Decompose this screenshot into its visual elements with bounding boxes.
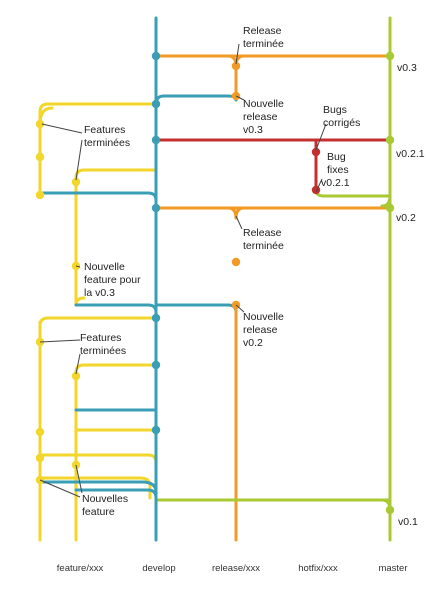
master-commit (385, 135, 395, 145)
release-02-merge-dev (226, 206, 238, 220)
annotation-leaders (39, 43, 327, 498)
feature-commit (71, 177, 81, 187)
leader-line (315, 123, 327, 151)
branch-label-master: master (378, 563, 407, 574)
leader-line (235, 215, 243, 230)
feature-commit (35, 152, 45, 162)
annotation-features-terminees-bottom: Features terminées (80, 332, 126, 357)
version-label-v021: v0.2.1 (396, 148, 425, 160)
annotation-release-terminee-top: Release terminée (243, 25, 284, 50)
annotation-release-terminee-mid: Release terminée (243, 227, 284, 252)
develop-to-release-02 (154, 303, 238, 314)
leader-line (39, 479, 81, 498)
hotfix-commit (311, 185, 321, 195)
develop-commit (151, 360, 161, 370)
annotation-nouvelle-feature-03: Nouvelle feature pour la v0.3 (84, 261, 144, 299)
feature-branch-out-2 (74, 168, 158, 184)
release-commit (231, 257, 241, 267)
branch-label-feature: feature/xxx (57, 563, 104, 574)
develop-commit (151, 203, 161, 213)
leader-line (235, 43, 240, 65)
annotation-nouvelles-feature: Nouvelles feature (82, 493, 131, 518)
master-commit (385, 203, 395, 213)
feature-commit (35, 427, 45, 437)
annotation-bug-fixes: Bug fixes v0.2.1 (321, 151, 352, 189)
version-labels: v0.3 v0.2.1 v0.2 v0.1 (396, 62, 425, 528)
leader-line (235, 95, 245, 101)
master-commit (385, 505, 395, 515)
leader-line (75, 139, 83, 181)
annotation-labels: Release terminée Nouvelle release v0.3 F… (80, 25, 360, 518)
develop-commit (151, 51, 161, 61)
master-commit (385, 51, 395, 61)
branch-label-release: release/xxx (212, 563, 260, 574)
feature-branch-out-4 (74, 363, 158, 374)
feature-branch-out-3 (38, 316, 158, 328)
leader-line (75, 464, 83, 494)
leader-line (235, 304, 245, 313)
master-hotfix-merge (314, 188, 392, 198)
develop-commit (151, 135, 161, 145)
feature-merge-3 (38, 453, 158, 464)
develop-to-release-03 (154, 94, 238, 106)
develop-commit (151, 99, 161, 109)
leader-line (75, 353, 81, 375)
annotation-nouvelle-release-03: Nouvelle release v0.3 (243, 98, 287, 136)
feature-commit (71, 371, 81, 381)
develop-merge-feature-2 (74, 303, 158, 314)
develop-commit (151, 313, 161, 323)
develop-merge-feature-1 (38, 191, 158, 202)
branch-label-develop: develop (142, 563, 175, 574)
leader-line (315, 178, 323, 193)
release-commit (231, 61, 241, 71)
feature-commit (35, 190, 45, 200)
branch-label-hotfix: hotfix/xxx (298, 563, 338, 574)
feature-commit (35, 453, 45, 463)
leader-line (41, 123, 83, 134)
annotation-bugs-corriges: Bugs corrigés (323, 104, 360, 129)
hotfix-commit (311, 147, 321, 157)
branch-axis-labels: feature/xxx develop release/xxx hotfix/x… (57, 563, 408, 574)
leader-line (39, 339, 81, 343)
feature-commit (35, 119, 45, 129)
feature-branch-out-1 (38, 102, 158, 126)
develop-commit (151, 425, 161, 435)
commit-dots (35, 51, 395, 515)
branch-lines (38, 16, 392, 542)
version-label-v01: v0.1 (398, 516, 418, 528)
version-label-v03: v0.3 (397, 62, 417, 74)
leader-line (75, 265, 81, 268)
version-label-v02: v0.2 (396, 212, 416, 224)
annotation-features-terminees-top: Features terminées (84, 124, 130, 149)
annotation-nouvelle-release-02: Nouvelle release v0.2 (243, 311, 287, 349)
feature-branch-out-5 (38, 476, 152, 500)
feature-merge-2 (74, 428, 158, 438)
